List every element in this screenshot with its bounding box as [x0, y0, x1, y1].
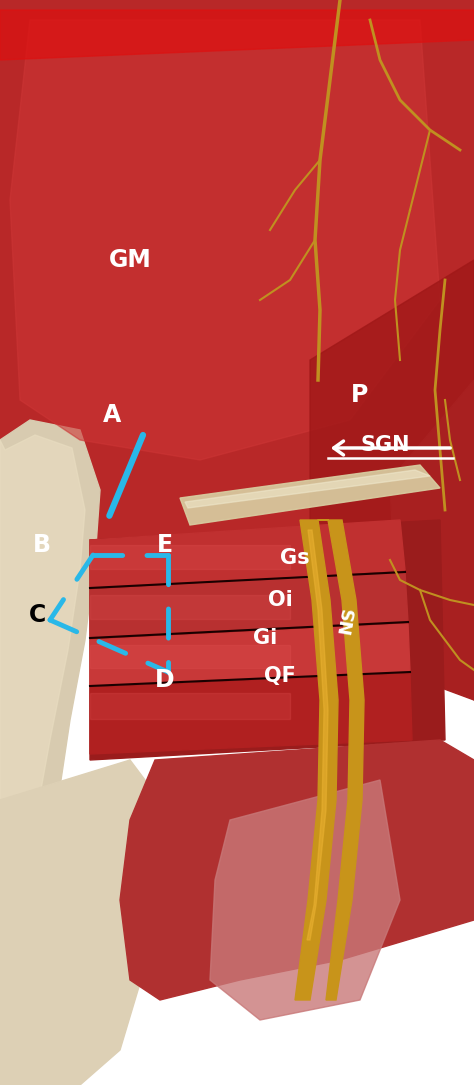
Bar	[90, 644, 290, 668]
Bar	[90, 693, 290, 719]
Polygon shape	[0, 760, 160, 1085]
Polygon shape	[0, 420, 100, 1000]
Polygon shape	[310, 260, 474, 700]
Polygon shape	[120, 740, 474, 1000]
Text: C: C	[29, 603, 46, 627]
Text: Gi: Gi	[253, 628, 277, 648]
Bar	[90, 595, 290, 620]
Polygon shape	[90, 520, 445, 760]
Polygon shape	[10, 20, 440, 460]
Polygon shape	[90, 624, 410, 686]
Polygon shape	[390, 380, 474, 700]
Text: QF: QF	[264, 666, 296, 686]
Text: B: B	[33, 533, 51, 557]
Text: A: A	[103, 403, 121, 427]
Text: P: P	[351, 383, 369, 407]
Polygon shape	[307, 529, 328, 940]
Polygon shape	[210, 780, 400, 1020]
Polygon shape	[90, 572, 408, 638]
Text: E: E	[157, 533, 173, 557]
Text: SGN: SGN	[360, 435, 410, 455]
Polygon shape	[90, 674, 412, 754]
Bar	[90, 545, 290, 569]
Text: NS: NS	[337, 604, 359, 636]
Polygon shape	[295, 520, 364, 1000]
Text: Gs: Gs	[280, 548, 310, 569]
Text: Oi: Oi	[268, 590, 292, 610]
Polygon shape	[180, 465, 440, 525]
Polygon shape	[0, 435, 85, 960]
Polygon shape	[185, 470, 430, 508]
Polygon shape	[90, 520, 405, 588]
Polygon shape	[0, 10, 474, 60]
Text: GM: GM	[109, 248, 151, 272]
Text: D: D	[155, 668, 175, 692]
Polygon shape	[0, 0, 474, 580]
